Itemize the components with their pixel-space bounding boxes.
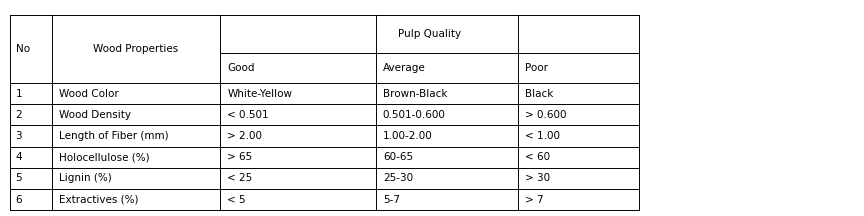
Text: 4: 4: [16, 152, 22, 162]
Text: 2: 2: [16, 110, 22, 120]
Text: 3: 3: [16, 131, 22, 141]
Text: > 7: > 7: [525, 195, 544, 205]
Text: > 0.600: > 0.600: [525, 110, 567, 120]
Text: 6: 6: [16, 195, 22, 205]
Text: > 30: > 30: [525, 173, 550, 183]
Text: 60-65: 60-65: [383, 152, 413, 162]
Text: Pulp Quality: Pulp Quality: [398, 29, 461, 39]
Text: Average: Average: [383, 63, 425, 73]
Text: Wood Density: Wood Density: [59, 110, 130, 120]
Text: < 25: < 25: [227, 173, 252, 183]
Text: < 1.00: < 1.00: [525, 131, 561, 141]
Text: Black: Black: [525, 89, 554, 99]
Text: Lignin (%): Lignin (%): [59, 173, 111, 183]
Text: 5: 5: [16, 173, 22, 183]
Text: < 60: < 60: [525, 152, 550, 162]
Text: > 2.00: > 2.00: [227, 131, 263, 141]
Text: > 65: > 65: [227, 152, 252, 162]
Text: 1: 1: [16, 89, 22, 99]
Text: < 5: < 5: [227, 195, 246, 205]
Text: Good: Good: [227, 63, 255, 73]
Text: Wood Properties: Wood Properties: [93, 44, 179, 54]
Text: Length of Fiber (mm): Length of Fiber (mm): [59, 131, 168, 141]
Text: Wood Color: Wood Color: [59, 89, 118, 99]
Text: 25-30: 25-30: [383, 173, 413, 183]
Text: Brown-Black: Brown-Black: [383, 89, 448, 99]
Text: No: No: [16, 44, 29, 54]
Text: Holocellulose (%): Holocellulose (%): [59, 152, 149, 162]
Text: Extractives (%): Extractives (%): [59, 195, 138, 205]
Text: 5-7: 5-7: [383, 195, 400, 205]
Text: < 0.501: < 0.501: [227, 110, 269, 120]
Text: Poor: Poor: [525, 63, 549, 73]
Text: 0.501-0.600: 0.501-0.600: [383, 110, 446, 120]
Text: White-Yellow: White-Yellow: [227, 89, 292, 99]
Text: 1.00-2.00: 1.00-2.00: [383, 131, 433, 141]
